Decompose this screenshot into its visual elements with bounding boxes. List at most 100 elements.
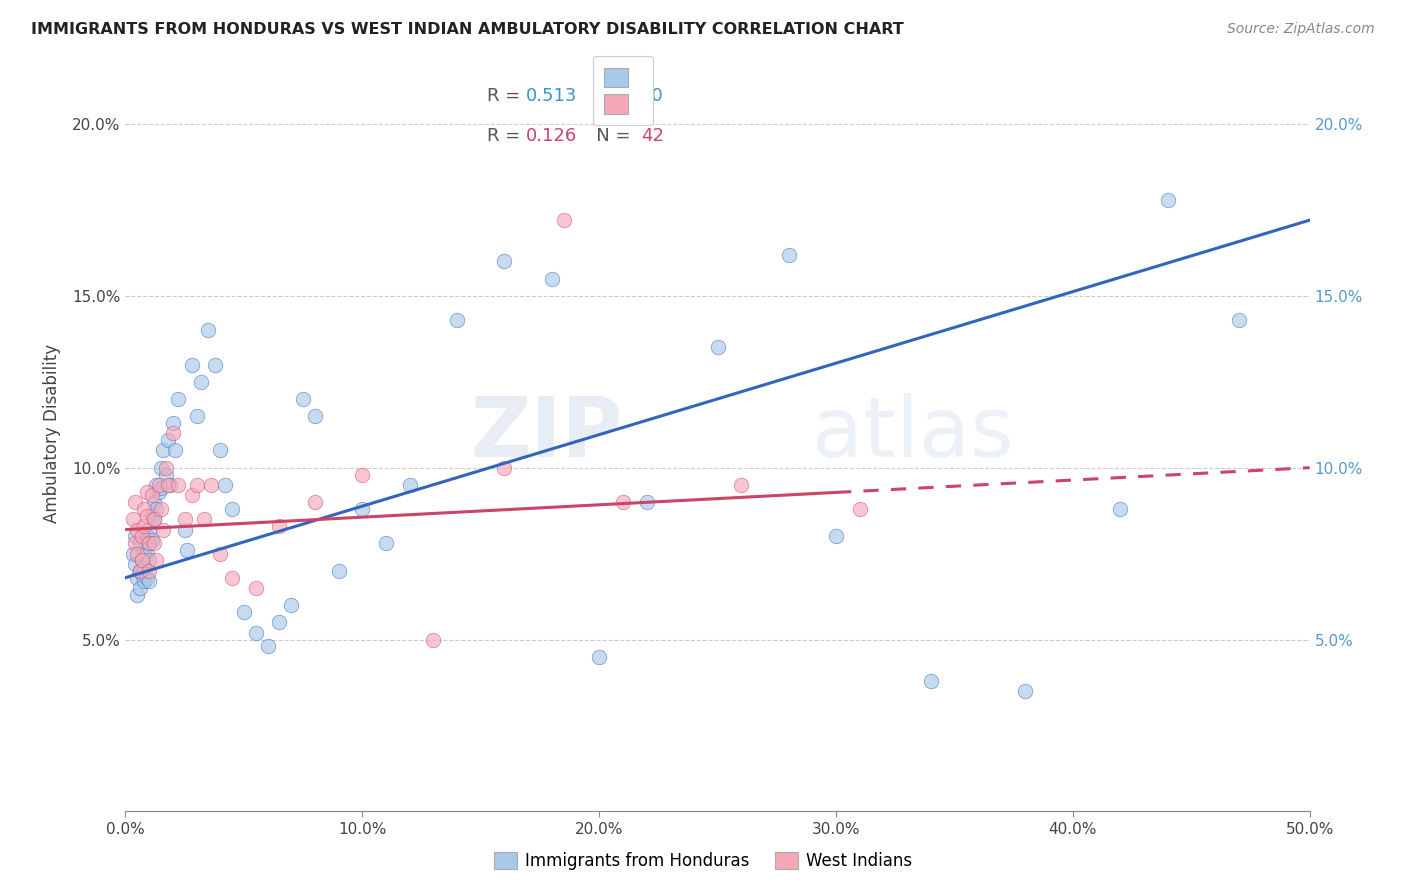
Point — [135, 529, 157, 543]
Point — [155, 467, 177, 482]
Text: 0.513: 0.513 — [526, 87, 576, 105]
Text: IMMIGRANTS FROM HONDURAS VS WEST INDIAN AMBULATORY DISABILITY CORRELATION CHART: IMMIGRANTS FROM HONDURAS VS WEST INDIAN … — [31, 22, 904, 37]
Point — [152, 443, 174, 458]
Point — [145, 553, 167, 567]
Point — [553, 213, 575, 227]
Point — [128, 536, 150, 550]
Point — [138, 553, 160, 567]
Point — [193, 512, 215, 526]
Point — [134, 560, 156, 574]
Point — [124, 557, 146, 571]
Point — [612, 495, 634, 509]
Point — [134, 543, 156, 558]
Point — [214, 478, 236, 492]
Point — [131, 567, 153, 582]
Text: N =: N = — [579, 127, 637, 145]
Point — [124, 495, 146, 509]
Point — [328, 564, 350, 578]
Point — [148, 478, 170, 492]
Point — [135, 484, 157, 499]
Point — [138, 523, 160, 537]
Point — [148, 484, 170, 499]
Point — [127, 571, 149, 585]
Point — [706, 340, 728, 354]
Point — [200, 478, 222, 492]
Point — [124, 529, 146, 543]
Point — [128, 564, 150, 578]
Point — [138, 536, 160, 550]
Point — [221, 571, 243, 585]
Point — [304, 495, 326, 509]
Point — [166, 478, 188, 492]
Point — [127, 547, 149, 561]
Point — [540, 271, 562, 285]
Point — [221, 502, 243, 516]
Point — [186, 409, 208, 423]
Point — [173, 512, 195, 526]
Text: R =: R = — [486, 87, 526, 105]
Text: 70: 70 — [641, 87, 664, 105]
Point — [155, 460, 177, 475]
Point — [494, 254, 516, 268]
Point — [141, 488, 163, 502]
Point — [141, 508, 163, 523]
Point — [142, 512, 165, 526]
Point — [131, 553, 153, 567]
Point — [145, 502, 167, 516]
Point — [152, 523, 174, 537]
Point — [128, 581, 150, 595]
Point — [135, 508, 157, 523]
Point — [209, 547, 232, 561]
Point — [292, 392, 315, 406]
Point — [150, 502, 173, 516]
Point — [398, 478, 420, 492]
Point — [422, 632, 444, 647]
Point — [245, 581, 267, 595]
Point — [190, 375, 212, 389]
Point — [131, 553, 153, 567]
Point — [135, 571, 157, 585]
Point — [304, 409, 326, 423]
Point — [180, 358, 202, 372]
Point — [150, 481, 173, 495]
Point — [141, 533, 163, 547]
Text: Source: ZipAtlas.com: Source: ZipAtlas.com — [1227, 22, 1375, 37]
Point — [145, 478, 167, 492]
Point — [138, 574, 160, 588]
Point — [920, 673, 942, 688]
Point — [127, 523, 149, 537]
Point — [124, 536, 146, 550]
Point — [1156, 193, 1178, 207]
Point — [375, 536, 398, 550]
Text: R =: R = — [486, 127, 526, 145]
Point — [138, 564, 160, 578]
Point — [197, 323, 219, 337]
Point — [256, 640, 278, 654]
Point — [142, 495, 165, 509]
Point — [159, 478, 181, 492]
Point — [1227, 313, 1250, 327]
Text: 0.126: 0.126 — [526, 127, 576, 145]
Point — [134, 574, 156, 588]
Point — [165, 443, 187, 458]
Point — [269, 615, 291, 630]
Point — [232, 605, 254, 619]
Text: N =: N = — [579, 87, 637, 105]
Point — [446, 313, 468, 327]
Point — [166, 392, 188, 406]
Legend: Immigrants from Honduras, West Indians: Immigrants from Honduras, West Indians — [486, 845, 920, 877]
Point — [1014, 684, 1036, 698]
Text: ZIP: ZIP — [471, 392, 623, 474]
Point — [162, 416, 184, 430]
Point — [1109, 502, 1132, 516]
Point — [121, 547, 143, 561]
Text: atlas: atlas — [813, 392, 1014, 474]
Point — [157, 433, 180, 447]
Point — [176, 543, 198, 558]
Point — [142, 536, 165, 550]
Point — [280, 598, 302, 612]
Point — [204, 358, 226, 372]
Point — [352, 502, 374, 516]
Point — [848, 502, 870, 516]
Point — [127, 588, 149, 602]
